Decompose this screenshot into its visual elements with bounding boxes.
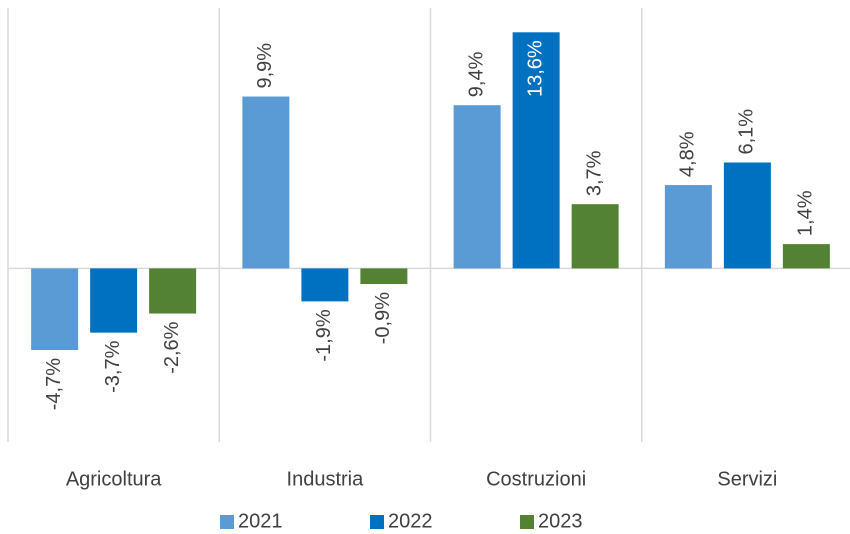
legend-label: 2021 [238, 510, 283, 532]
data-label: 3,7% [583, 150, 605, 196]
data-label: 1,4% [795, 190, 817, 236]
legend-label: 2022 [388, 510, 433, 532]
x-tick-label: Costruzioni [486, 468, 586, 490]
legend-swatch [370, 515, 384, 529]
legend-label: 2023 [538, 510, 583, 532]
data-label: -3,7% [102, 340, 124, 392]
data-label: -4,7% [43, 358, 65, 410]
x-tick-label: Agricoltura [66, 468, 162, 490]
bar [360, 268, 408, 285]
x-tick-label: Servizi [717, 468, 777, 490]
bar [31, 268, 79, 350]
data-label: -2,6% [161, 321, 183, 373]
bar [571, 204, 619, 269]
bar [664, 185, 712, 269]
data-label: -1,9% [313, 309, 335, 361]
bar [149, 268, 197, 314]
bar [512, 32, 560, 269]
legend-swatch [220, 515, 234, 529]
bar [723, 162, 771, 269]
data-label: 4,8% [677, 131, 699, 177]
data-label: 9,9% [254, 43, 276, 89]
bar [242, 96, 290, 269]
bar [453, 105, 501, 269]
data-label: 13,6% [524, 40, 546, 97]
data-label: -0,9% [372, 292, 394, 344]
bar [782, 244, 830, 269]
legend-swatch [520, 515, 534, 529]
data-label: 9,4% [465, 51, 487, 97]
bar [301, 268, 349, 302]
x-tick-label: Industria [287, 468, 365, 490]
data-label: 6,1% [736, 109, 758, 155]
bar [90, 268, 138, 333]
